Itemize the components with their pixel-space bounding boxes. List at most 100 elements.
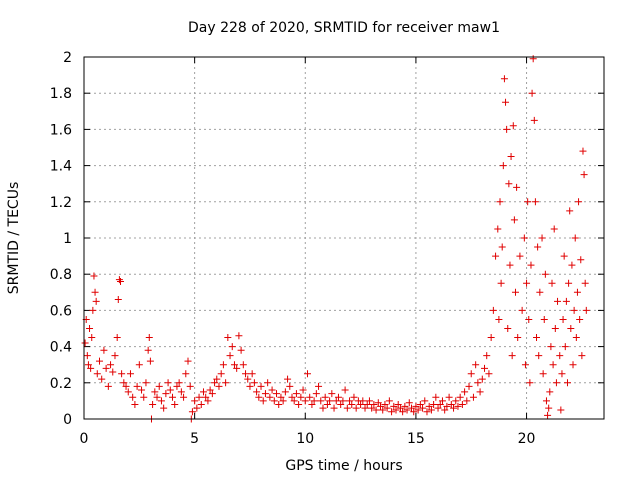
data-point	[568, 261, 576, 269]
data-point	[228, 343, 236, 351]
data-point	[191, 397, 199, 405]
y-tick-label: 1.6	[50, 122, 72, 138]
data-point	[224, 334, 232, 342]
data-point	[506, 261, 514, 269]
data-point	[348, 401, 356, 409]
data-point	[569, 361, 577, 369]
data-point	[379, 406, 387, 414]
data-point	[540, 315, 548, 323]
data-point	[146, 357, 154, 365]
y-tick-label: 0.8	[50, 267, 72, 283]
data-point	[370, 401, 378, 409]
data-point	[510, 216, 518, 224]
data-point	[337, 401, 345, 409]
chart-title: Day 228 of 2020, SRMTID for receiver maw…	[188, 20, 500, 36]
data-point	[463, 397, 471, 405]
data-point	[563, 379, 571, 387]
data-point	[498, 243, 506, 251]
y-tick-label: 1.4	[50, 159, 72, 175]
data-point	[425, 402, 433, 410]
data-point	[188, 408, 196, 416]
grid	[84, 57, 604, 419]
data-point	[239, 361, 247, 369]
data-point	[120, 379, 128, 387]
data-point	[414, 406, 422, 414]
data-point	[485, 370, 493, 378]
data-point	[92, 297, 100, 305]
data-point	[483, 352, 491, 360]
data-point	[145, 334, 153, 342]
data-point	[535, 352, 543, 360]
data-point	[430, 401, 438, 409]
data-point	[250, 379, 258, 387]
data-point	[259, 397, 267, 405]
data-point	[547, 343, 555, 351]
data-point	[513, 183, 521, 191]
data-point	[253, 388, 261, 396]
data-point	[565, 279, 573, 287]
data-point	[556, 352, 564, 360]
data-point	[171, 401, 179, 409]
data-point	[526, 379, 534, 387]
data-point	[83, 352, 91, 360]
data-point	[117, 277, 125, 285]
data-point	[505, 180, 513, 188]
data-point	[303, 370, 311, 378]
data-point	[268, 386, 276, 394]
data-point	[173, 382, 181, 390]
data-point	[539, 370, 547, 378]
data-point	[292, 390, 300, 398]
data-point	[570, 306, 578, 314]
data-point	[326, 397, 334, 405]
data-point	[199, 388, 207, 396]
data-point	[332, 397, 340, 405]
data-point	[235, 332, 243, 340]
data-point	[359, 397, 367, 405]
data-point	[390, 402, 398, 410]
data-point	[541, 270, 549, 278]
data-point	[566, 207, 574, 215]
data-point	[427, 406, 435, 414]
data-point	[217, 370, 225, 378]
y-tick-label: 0	[63, 412, 72, 428]
data-point	[284, 375, 292, 383]
data-point	[461, 388, 469, 396]
data-point	[465, 382, 473, 390]
data-point	[551, 325, 559, 332]
data-point	[410, 408, 418, 416]
data-point	[421, 397, 429, 405]
data-point	[114, 296, 122, 304]
data-point	[529, 55, 537, 63]
data-point	[202, 393, 210, 401]
data-point	[175, 379, 183, 387]
x-tick-label: 15	[407, 431, 425, 447]
data-point	[572, 334, 580, 342]
data-point	[531, 198, 539, 206]
data-point	[135, 361, 143, 369]
data-point	[419, 404, 427, 412]
x-tick-label: 0	[80, 431, 89, 447]
data-point	[166, 386, 174, 394]
data-point	[182, 370, 190, 378]
data-point	[392, 406, 400, 414]
data-point	[381, 401, 389, 409]
x-tick-label: 20	[518, 431, 536, 447]
data-point	[374, 399, 382, 407]
data-point	[520, 234, 528, 242]
data-point	[109, 368, 117, 376]
data-point	[177, 388, 185, 396]
data-point	[219, 361, 227, 369]
data-point	[377, 402, 385, 410]
data-point	[546, 388, 554, 396]
plot-frame	[83, 56, 605, 420]
data-point	[552, 379, 560, 387]
y-tick-label: 0.6	[50, 303, 72, 319]
data-point	[523, 279, 531, 287]
data-point	[306, 393, 314, 401]
data-point	[89, 306, 97, 314]
data-point	[476, 388, 484, 396]
data-point	[90, 272, 98, 280]
data-point	[301, 397, 309, 405]
data-point	[328, 390, 336, 398]
